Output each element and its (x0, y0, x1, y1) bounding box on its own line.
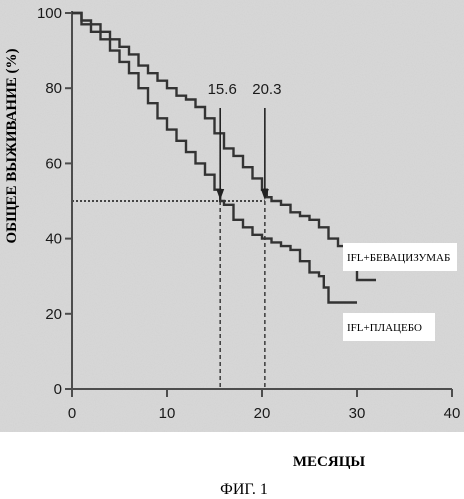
legend-label: IFL+ПЛАЦЕБО (347, 322, 422, 334)
annotation-label: 20.3 (252, 81, 281, 98)
legend-label: IFL+БЕВАЦИЗУМАБ (347, 252, 450, 264)
figure-caption: ФИГ. 1 (220, 481, 268, 498)
legend: IFL+БЕВАЦИЗУМАБ IFL+ПЛАЦЕБО (343, 243, 457, 341)
series-line-ifl-bevacizumab (72, 11, 376, 282)
y-axis-label: ОБЩЕЕ ВЫЖИВАНИЕ (%) (4, 48, 20, 243)
annotation-arrow-head (260, 189, 269, 200)
y-tick-label: 60 (45, 155, 62, 172)
x-axis-label: МЕСЯЦЫ (293, 454, 365, 470)
x-tick-label: 40 (444, 405, 461, 422)
y-tick-label: 40 (45, 231, 62, 248)
y-tick-label: 0 (54, 381, 62, 398)
x-tick-label: 30 (349, 405, 366, 422)
x-tick-label: 20 (254, 405, 271, 422)
series-line-ifl-placebo (72, 11, 357, 304)
annotation-arrow-head (216, 189, 225, 200)
series-lines (72, 11, 376, 304)
legend-box (343, 313, 435, 341)
y-tick-label: 80 (45, 80, 62, 97)
axes: 0 10 20 30 40 0 20 40 60 80 100 (37, 5, 460, 422)
y-tick-label: 100 (37, 5, 62, 22)
x-tick-label: 0 (68, 405, 76, 422)
annotation-label: 15.6 (208, 81, 237, 98)
y-tick-label: 20 (45, 306, 62, 323)
x-tick-label: 10 (159, 405, 176, 422)
guide-lines (72, 200, 266, 389)
legend-box (343, 243, 457, 271)
annotations: 15.6 20.3 (208, 81, 281, 200)
plot-background-grain (0, 0, 464, 432)
